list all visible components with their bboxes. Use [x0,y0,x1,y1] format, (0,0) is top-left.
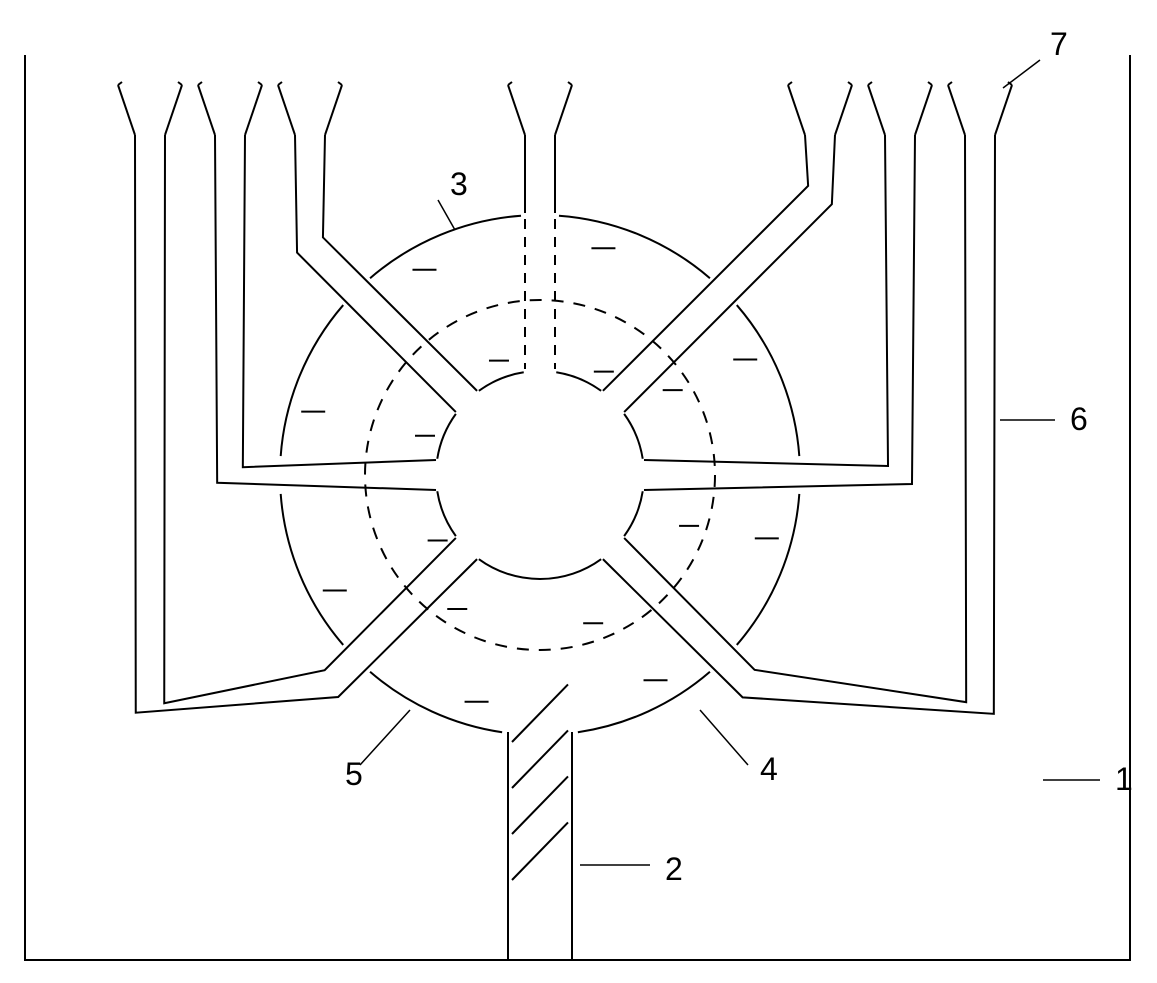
outer-ring-arc [370,216,521,279]
funnel-rim [118,82,122,85]
tube-4 [603,135,808,391]
funnel-rim [788,82,792,85]
tube-5 [644,135,915,490]
outer-ring-arc [281,494,344,645]
funnel-rim [178,82,182,85]
funnel-rim [948,82,952,85]
callout-6: 6 [1070,401,1088,437]
funnel [868,85,885,135]
tube-6 [603,135,995,714]
callout-7: 7 [1050,26,1068,62]
tube-3 [135,135,477,713]
funnel-rim [508,82,512,85]
callout-5: 5 [345,756,363,792]
funnel [995,85,1012,135]
funnel [118,85,135,135]
funnel-rim [258,82,262,85]
outer-ring-arc [737,305,800,456]
funnel [508,85,525,135]
shaft-hatch [512,776,568,834]
funnel [555,85,572,135]
tube-3 [164,135,456,703]
hub-ring-arc [437,491,456,536]
hub-ring-arc [624,491,643,536]
funnel [278,85,295,135]
funnel [835,85,852,135]
tube-2 [215,135,436,490]
hub-ring-arc [437,414,456,459]
funnel-rim [848,82,852,85]
funnel [948,85,965,135]
funnel [245,85,262,135]
funnel [915,85,932,135]
funnel-rim [338,82,342,85]
middle-ring [365,300,715,650]
callout-2: 2 [665,851,683,887]
funnel [788,85,805,135]
tube-2 [243,135,436,467]
tube-4 [624,135,835,412]
callout-4: 4 [760,751,778,787]
callout-3: 3 [450,166,468,202]
funnel-rim [868,82,872,85]
funnel-rim [278,82,282,85]
funnel-rim [568,82,572,85]
hub-ring-arc [479,559,601,579]
funnel [165,85,182,135]
shaft-hatch [512,730,568,788]
leader-7 [1003,60,1040,88]
leader-4 [700,710,748,765]
diagram-stage: 1 2 3 4 5 6 7 [0,0,1157,983]
funnel [325,85,342,135]
shaft-hatch [512,684,568,742]
hub-ring-arc [624,414,643,459]
hub-ring-arc [479,372,524,391]
shaft-hatch [512,822,568,880]
outer-ring-arc [737,494,800,645]
leader-3 [438,200,455,230]
funnel-rim [928,82,932,85]
callout-1: 1 [1115,761,1133,797]
tube-5 [644,135,888,466]
funnel [198,85,215,135]
outer-ring-arc [559,216,710,279]
outer-ring-arc [281,305,344,456]
leader-5 [360,710,410,765]
hub-ring-arc [556,372,601,391]
funnel-rim [198,82,202,85]
